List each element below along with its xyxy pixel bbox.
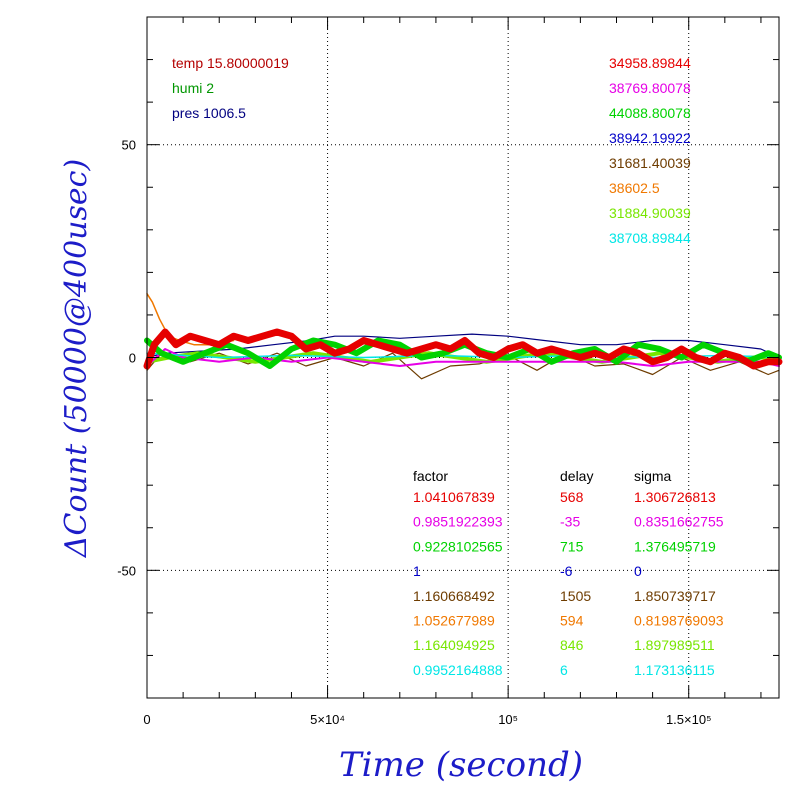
env-label: temp 15.80000019 <box>172 55 289 71</box>
table-sigma: 1.306726813 <box>634 489 716 505</box>
x-tick-label: 1.5×10⁵ <box>666 712 712 727</box>
env-label: humi 2 <box>172 80 214 96</box>
series-line-4 <box>146 348 780 367</box>
table-sigma: 1.897989511 <box>634 637 715 653</box>
baseline-value: 31884.90039 <box>609 205 691 221</box>
y-tick-label: -50 <box>117 563 136 578</box>
env-label: pres 1006.5 <box>172 105 246 121</box>
y-tick-label: 0 <box>129 351 136 366</box>
x-tick-label: 5×10⁴ <box>310 712 345 727</box>
baseline-value: 38769.80078 <box>609 80 691 96</box>
table-delay: 6 <box>560 662 568 678</box>
table-sigma: 0 <box>634 563 642 579</box>
x-tick-label: 0 <box>143 712 150 727</box>
y-axis-title: ΔCount (50000@400usec) <box>59 159 94 558</box>
table-sigma: 1.850739717 <box>634 588 716 604</box>
table-delay: 568 <box>560 489 584 505</box>
table-factor: 1.164094925 <box>413 637 495 653</box>
baseline-value: 44088.80078 <box>609 105 691 121</box>
baseline-value: 31681.40039 <box>609 155 691 171</box>
baseline-value: 34958.89844 <box>609 55 691 71</box>
table-sigma: 0.8351662755 <box>634 514 724 530</box>
y-tick-label: 50 <box>122 138 136 153</box>
series-line-8 <box>143 328 783 370</box>
baseline-value: 38942.19922 <box>609 130 691 146</box>
table-header-delay: delay <box>560 468 593 484</box>
table-delay: 594 <box>560 613 584 629</box>
table-factor: 1 <box>413 563 421 579</box>
table-factor: 1.041067839 <box>413 489 495 505</box>
table-delay: 1505 <box>560 588 591 604</box>
table-factor: 1.160668492 <box>413 588 495 604</box>
x-tick-label: 10⁵ <box>498 712 518 727</box>
baseline-value: 38708.89844 <box>609 230 691 246</box>
table-sigma: 0.8198769093 <box>634 613 724 629</box>
table-factor: 0.9952164888 <box>413 662 503 678</box>
tick-marks <box>146 16 779 699</box>
table-delay: 715 <box>560 538 584 554</box>
table-factor: 0.9851922393 <box>413 514 503 530</box>
table-header-sigma: sigma <box>634 468 672 484</box>
series-lines <box>143 292 783 380</box>
table-sigma: 1.173136115 <box>634 662 715 678</box>
table-sigma: 1.376495719 <box>634 538 716 554</box>
baseline-value: 38602.5 <box>609 180 660 196</box>
table-delay: -6 <box>560 563 573 579</box>
series-line-2 <box>146 348 780 380</box>
x-axis-title: Time (second) <box>339 745 583 785</box>
table-delay: -35 <box>560 514 580 530</box>
table-delay: 846 <box>560 637 584 653</box>
text-annotations: 0 5×10⁴ 10⁵ 1.5×10⁵ 50 0 -50 Time (second) ΔCoun… <box>59 55 724 785</box>
table-header-factor: factor <box>413 468 448 484</box>
table-factor: 1.052677989 <box>413 613 495 629</box>
table-factor: 0.9228102565 <box>413 538 503 554</box>
